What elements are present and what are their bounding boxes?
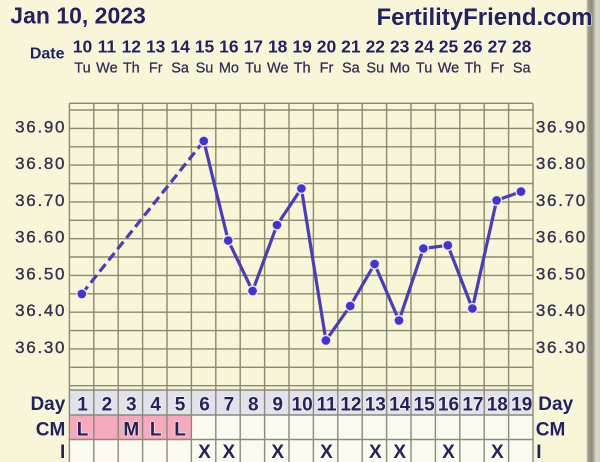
svg-text:7: 7	[224, 394, 235, 415]
svg-text:13: 13	[146, 36, 166, 56]
svg-text:36.80: 36.80	[536, 154, 587, 173]
svg-text:Day: Day	[538, 394, 573, 415]
svg-text:36.60: 36.60	[15, 228, 66, 247]
svg-text:FertilityFriend.com: FertilityFriend.com	[376, 4, 592, 31]
svg-text:17: 17	[462, 394, 483, 415]
svg-text:L: L	[77, 420, 89, 441]
svg-text:12: 12	[122, 36, 142, 56]
svg-text:CM: CM	[536, 419, 566, 440]
svg-text:X: X	[198, 442, 211, 462]
svg-text:We: We	[96, 60, 118, 76]
svg-text:11: 11	[98, 36, 117, 56]
svg-text:17: 17	[244, 36, 263, 56]
svg-text:36.70: 36.70	[536, 191, 587, 210]
svg-text:15: 15	[195, 36, 215, 56]
svg-text:36.50: 36.50	[536, 264, 587, 283]
svg-text:M: M	[123, 420, 139, 441]
svg-text:Jan 10, 2023: Jan 10, 2023	[10, 3, 146, 29]
svg-text:Th: Th	[294, 60, 311, 76]
svg-text:19: 19	[511, 394, 532, 415]
svg-text:36.40: 36.40	[536, 301, 587, 320]
svg-text:12: 12	[340, 394, 361, 415]
svg-text:We: We	[267, 60, 289, 76]
svg-text:26: 26	[463, 36, 483, 56]
svg-text:10: 10	[292, 394, 313, 415]
svg-text:Tu: Tu	[416, 60, 432, 76]
svg-text:36.40: 36.40	[15, 301, 66, 320]
svg-text:16: 16	[438, 394, 459, 415]
svg-text:X: X	[393, 442, 406, 462]
svg-text:15: 15	[414, 394, 436, 415]
svg-text:36.80: 36.80	[15, 154, 66, 173]
svg-text:21: 21	[341, 36, 361, 56]
svg-text:16: 16	[219, 36, 239, 56]
svg-text:Fr: Fr	[490, 60, 504, 76]
svg-text:8: 8	[248, 394, 259, 415]
svg-text:Day: Day	[30, 394, 65, 415]
svg-text:11: 11	[316, 394, 337, 415]
svg-text:I: I	[60, 442, 65, 462]
svg-text:L: L	[174, 420, 186, 441]
svg-text:1: 1	[77, 394, 88, 415]
svg-text:Su: Su	[366, 60, 384, 76]
svg-text:9: 9	[272, 394, 283, 415]
svg-text:X: X	[491, 442, 504, 462]
svg-text:22: 22	[366, 36, 386, 56]
svg-text:I: I	[536, 442, 541, 462]
svg-text:Sa: Sa	[513, 60, 532, 76]
svg-text:5: 5	[175, 394, 186, 415]
svg-text:20: 20	[317, 36, 337, 56]
svg-text:CM: CM	[36, 419, 66, 440]
svg-text:Fr: Fr	[149, 60, 163, 76]
svg-text:36.30: 36.30	[15, 338, 66, 357]
svg-text:3: 3	[126, 394, 137, 415]
svg-text:36.50: 36.50	[15, 264, 66, 283]
svg-text:Tu: Tu	[245, 60, 261, 76]
svg-text:X: X	[271, 442, 284, 462]
svg-text:Mo: Mo	[390, 60, 410, 76]
svg-text:36.60: 36.60	[536, 228, 587, 247]
svg-text:25: 25	[439, 36, 459, 56]
svg-text:36.70: 36.70	[15, 191, 66, 210]
svg-text:X: X	[223, 442, 236, 462]
svg-text:Fr: Fr	[320, 60, 334, 76]
svg-text:Date: Date	[30, 46, 65, 63]
svg-text:We: We	[438, 60, 460, 76]
svg-text:19: 19	[292, 36, 312, 56]
svg-text:2: 2	[102, 394, 113, 415]
svg-text:Tu: Tu	[74, 60, 90, 76]
svg-text:23: 23	[390, 36, 410, 56]
svg-text:Th: Th	[123, 60, 140, 76]
svg-text:13: 13	[365, 394, 386, 415]
svg-text:10: 10	[73, 36, 93, 56]
svg-text:L: L	[150, 420, 162, 441]
svg-text:24: 24	[414, 36, 434, 56]
svg-text:27: 27	[488, 36, 507, 56]
svg-text:Th: Th	[464, 60, 481, 76]
svg-text:Sa: Sa	[171, 60, 190, 76]
svg-text:Su: Su	[196, 60, 214, 76]
svg-text:36.90: 36.90	[536, 117, 587, 136]
svg-text:X: X	[320, 442, 333, 462]
svg-text:Mo: Mo	[219, 60, 239, 76]
svg-text:4: 4	[150, 394, 161, 415]
svg-text:36.30: 36.30	[536, 338, 587, 357]
svg-text:14: 14	[170, 36, 190, 56]
svg-text:18: 18	[268, 36, 288, 56]
svg-text:18: 18	[487, 394, 508, 415]
svg-text:X: X	[442, 442, 455, 462]
svg-text:6: 6	[199, 394, 210, 415]
svg-text:14: 14	[389, 394, 411, 415]
svg-text:Sa: Sa	[342, 60, 361, 76]
svg-text:X: X	[369, 442, 382, 462]
svg-text:28: 28	[512, 36, 532, 56]
svg-text:36.90: 36.90	[15, 117, 66, 136]
